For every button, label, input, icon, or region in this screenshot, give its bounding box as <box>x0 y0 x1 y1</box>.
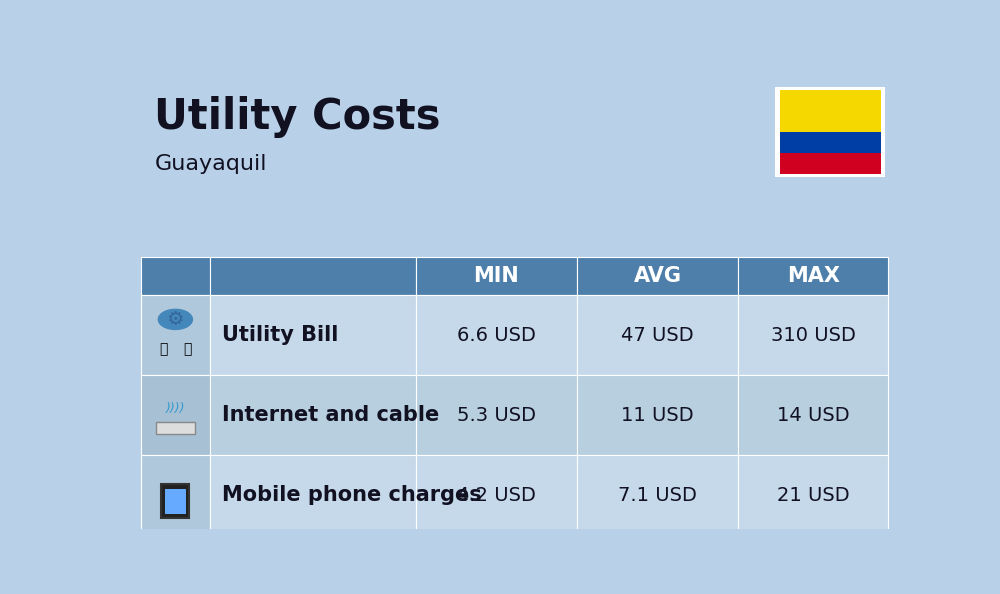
Bar <box>738 295 888 375</box>
Text: 47 USD: 47 USD <box>621 326 694 345</box>
Bar <box>577 456 738 536</box>
Text: 6.6 USD: 6.6 USD <box>457 326 536 345</box>
Bar <box>738 456 888 536</box>
Bar <box>210 295 416 375</box>
Text: 310 USD: 310 USD <box>771 326 856 345</box>
Text: 🔋: 🔋 <box>160 342 168 356</box>
Text: ⚙: ⚙ <box>167 310 184 329</box>
Text: Mobile phone charges: Mobile phone charges <box>222 485 482 505</box>
Bar <box>140 295 210 375</box>
Bar <box>416 295 577 375</box>
Text: 💧: 💧 <box>183 342 191 356</box>
Text: 11 USD: 11 USD <box>621 406 694 425</box>
Text: 21 USD: 21 USD <box>777 486 850 505</box>
Bar <box>140 257 210 295</box>
Bar <box>161 484 189 519</box>
Bar <box>738 375 888 456</box>
Bar <box>210 257 416 295</box>
Bar <box>416 257 577 295</box>
Text: 5.3 USD: 5.3 USD <box>457 406 536 425</box>
Text: AVG: AVG <box>633 266 681 286</box>
Text: Utility Bill: Utility Bill <box>222 326 338 346</box>
Bar <box>780 90 881 132</box>
Bar <box>416 456 577 536</box>
Circle shape <box>158 309 192 330</box>
Text: MIN: MIN <box>473 266 519 286</box>
Text: MAX: MAX <box>787 266 840 286</box>
Bar <box>775 87 885 177</box>
Bar <box>140 375 210 456</box>
Bar <box>577 257 738 295</box>
Bar <box>156 422 195 434</box>
Text: 4.2 USD: 4.2 USD <box>457 486 536 505</box>
Bar <box>577 375 738 456</box>
Bar <box>577 295 738 375</box>
Bar <box>140 456 210 536</box>
Text: Guayaquil: Guayaquil <box>154 154 267 173</box>
Text: Internet and cable: Internet and cable <box>222 406 439 425</box>
Text: 14 USD: 14 USD <box>777 406 850 425</box>
Bar <box>416 375 577 456</box>
Bar <box>780 153 881 174</box>
Bar <box>780 132 881 153</box>
Text: 7.1 USD: 7.1 USD <box>618 486 697 505</box>
Bar <box>210 456 416 536</box>
Bar <box>738 257 888 295</box>
Text: )))): )))) <box>166 402 185 415</box>
Text: Utility Costs: Utility Costs <box>154 96 441 138</box>
Bar <box>210 375 416 456</box>
Bar <box>165 489 186 514</box>
